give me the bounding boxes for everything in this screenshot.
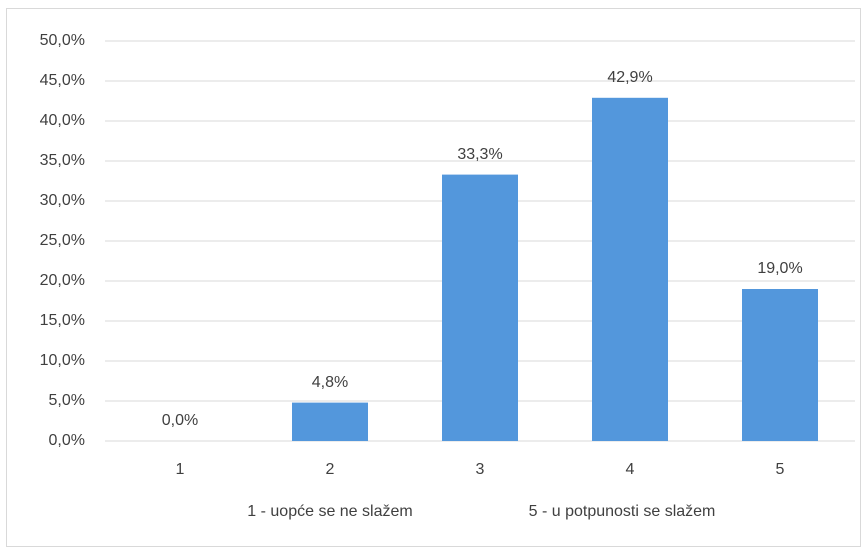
bar [442, 174, 518, 441]
y-tick-label: 40,0% [40, 112, 85, 129]
y-tick-label: 0,0% [49, 432, 85, 449]
chart-border [6, 8, 861, 547]
data-label: 0,0% [162, 412, 198, 429]
y-tick-label: 35,0% [40, 152, 85, 169]
y-tick-label: 45,0% [40, 72, 85, 89]
data-label: 19,0% [757, 260, 802, 277]
x-axis-label: 1 - uopće se ne slažem [247, 503, 412, 520]
bar [742, 289, 818, 441]
y-tick-label: 30,0% [40, 192, 85, 209]
data-label: 42,9% [607, 69, 652, 86]
y-tick-label: 5,0% [49, 392, 85, 409]
y-tick-label: 15,0% [40, 312, 85, 329]
x-tick-label: 4 [626, 461, 635, 478]
x-tick-label: 3 [476, 461, 485, 478]
data-label: 33,3% [457, 146, 502, 163]
x-tick-label: 1 [176, 461, 185, 478]
x-tick-label: 5 [776, 461, 785, 478]
y-tick-label: 20,0% [40, 272, 85, 289]
y-tick-label: 10,0% [40, 352, 85, 369]
y-tick-label: 25,0% [40, 232, 85, 249]
y-tick-label: 50,0% [40, 32, 85, 49]
x-tick-label: 2 [326, 461, 335, 478]
x-axis-label: 5 - u potpunosti se slažem [529, 503, 716, 520]
bar [292, 402, 368, 441]
data-label: 4,8% [312, 374, 348, 391]
bar [592, 97, 668, 442]
